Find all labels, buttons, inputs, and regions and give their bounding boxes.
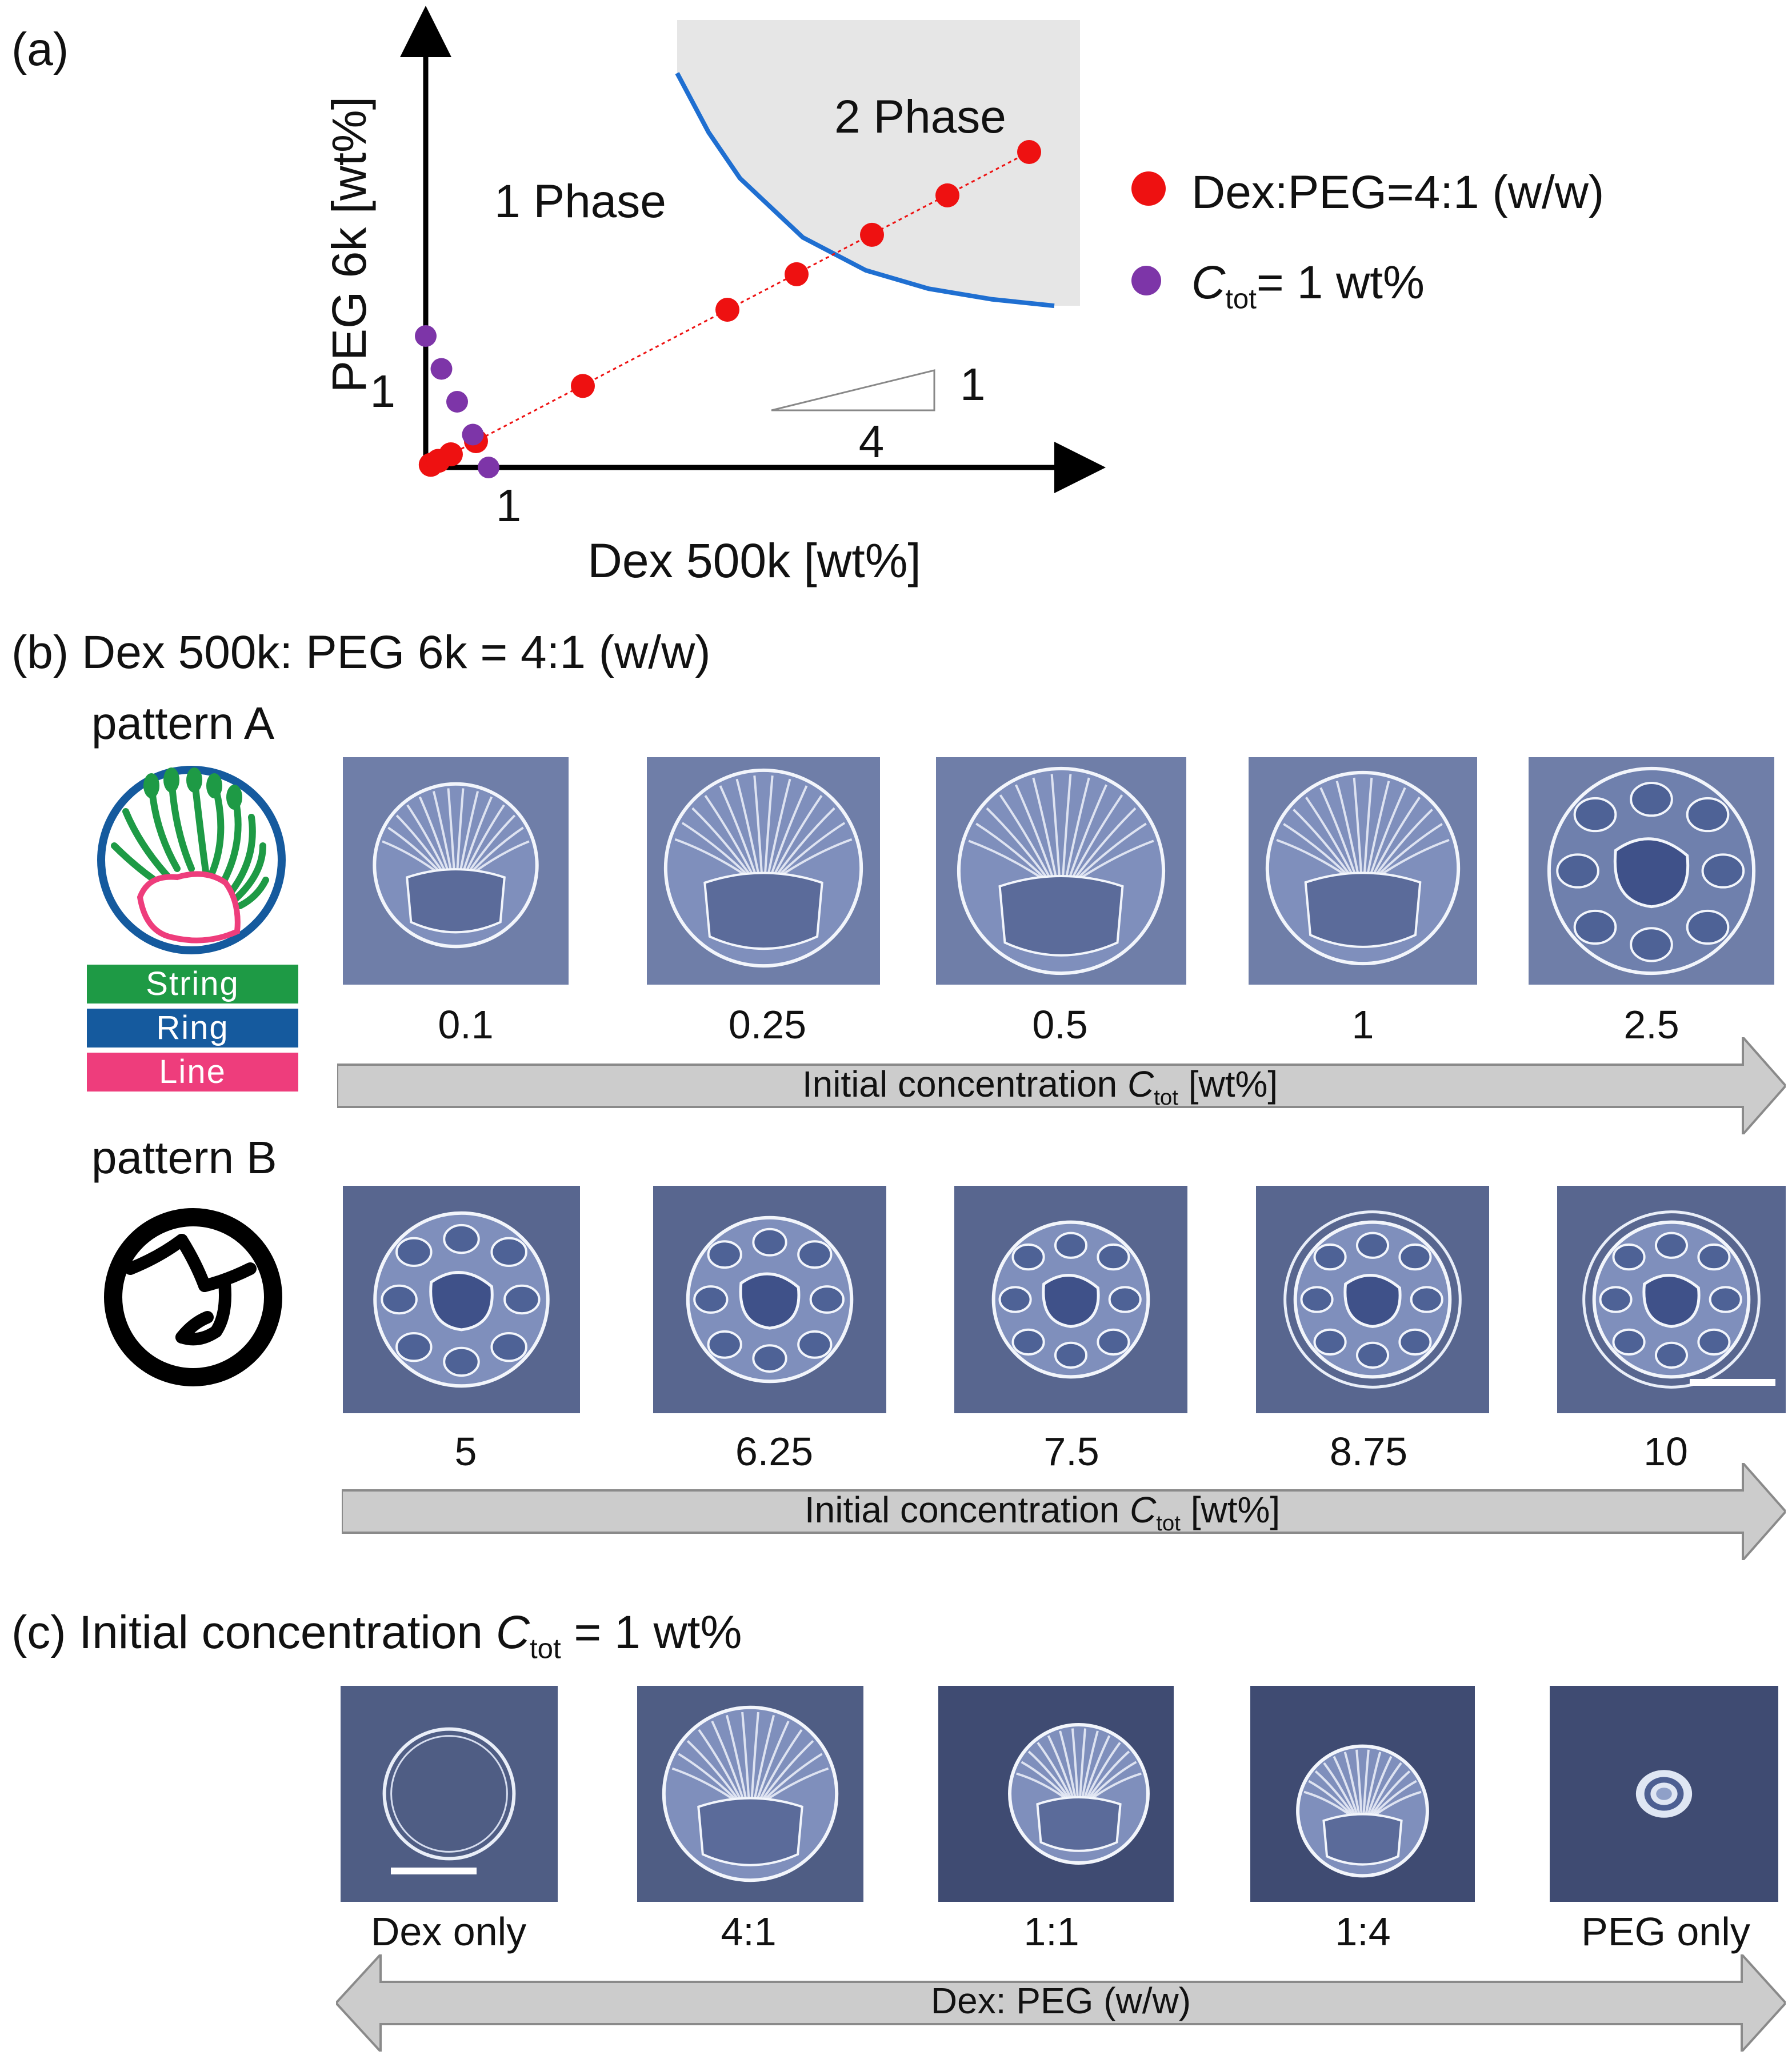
- x-tick-1: 1: [496, 480, 522, 531]
- pattern-a-schematic: [97, 766, 286, 954]
- legend-label-ctot: Ctot= 1 wt%: [1191, 257, 1425, 315]
- data-point: [415, 325, 437, 347]
- panel-a-label: (a): [11, 23, 69, 75]
- slope-rise-label: 1: [960, 359, 986, 410]
- data-point: [935, 183, 959, 207]
- caption-c-4: 1:4: [1335, 1909, 1391, 1954]
- data-point: [462, 423, 484, 446]
- panel-b-label: (b) Dex 500k: PEG 6k = 4:1 (w/w): [11, 626, 711, 678]
- data-point: [478, 457, 499, 478]
- data-point: [446, 391, 468, 413]
- legend-line: Line: [87, 1053, 298, 1092]
- caption-c-5: PEG only: [1581, 1909, 1750, 1954]
- two-phase-label: 2 Phase: [834, 91, 1006, 143]
- legend-marker-red: [1131, 171, 1166, 206]
- caption-c-3: 1:1: [1023, 1909, 1079, 1954]
- caption-c-2: 4:1: [721, 1909, 777, 1954]
- panel-c-label: (c) Initial concentration Ctot = 1 wt%: [11, 1606, 742, 1665]
- caption-a-1: 0.1: [438, 1002, 494, 1047]
- data-point: [571, 374, 595, 398]
- legend-label-dexpeg: Dex:PEG=4:1 (w/w): [1191, 166, 1605, 218]
- photo-b-3: [954, 1186, 1187, 1413]
- photo-a-3: [936, 757, 1186, 985]
- caption-a-2: 0.25: [728, 1002, 807, 1047]
- photo-b-1: [343, 1186, 580, 1413]
- pattern-b-schematic: [104, 1208, 282, 1386]
- photo-b-4: [1256, 1186, 1489, 1413]
- caption-a-3: 0.5: [1032, 1002, 1088, 1047]
- caption-c-1: Dex only: [370, 1909, 527, 1954]
- photo-a-5: [1529, 757, 1774, 985]
- caption-b-2: 6.25: [735, 1429, 814, 1474]
- photo-b-2: [653, 1186, 886, 1413]
- data-point: [439, 442, 463, 466]
- legend-marker-purple: [1131, 266, 1161, 295]
- photo-c-2: [637, 1686, 863, 1902]
- legend-ring: Ring: [87, 1009, 298, 1048]
- one-phase-label: 1 Phase: [494, 175, 666, 227]
- y-tick-1: 1: [370, 366, 396, 417]
- data-point: [430, 358, 453, 380]
- photo-c-3: [938, 1686, 1174, 1902]
- x-axis-label: Dex 500k [wt%]: [587, 534, 921, 587]
- data-point: [860, 222, 884, 247]
- data-point: [715, 298, 739, 322]
- caption-a-5: 2.5: [1623, 1002, 1679, 1047]
- caption-b-5: 10: [1643, 1429, 1688, 1474]
- caption-b-1: 5: [454, 1429, 477, 1474]
- ratio-double-arrow: [336, 1954, 1786, 2052]
- slope-run-label: 4: [859, 416, 885, 467]
- data-point: [785, 262, 809, 286]
- pattern-b-title: pattern B: [91, 1132, 277, 1183]
- photo-a-2: [647, 757, 880, 985]
- pattern-a-title: pattern A: [91, 698, 275, 749]
- legend-string: String: [87, 965, 298, 1003]
- concentration-arrow-b: [342, 1463, 1786, 1560]
- slope-triangle: [771, 369, 935, 411]
- photo-c-4: [1250, 1686, 1475, 1902]
- y-axis-label: PEG 6k [wt%]: [322, 97, 376, 393]
- arrow-b-label: Initial concentration Ctot [wt%]: [804, 1489, 1281, 1536]
- caption-a-4: 1: [1351, 1002, 1374, 1047]
- two-phase-region: [677, 20, 1080, 306]
- photo-a-4: [1249, 757, 1477, 985]
- data-point: [1017, 140, 1041, 164]
- phase-diagram-chart: 1 4 1 Phase 2 Phase 1 1 Dex 500k [wt%] PEG 6k […: [322, 6, 1106, 587]
- photo-c-5: [1550, 1686, 1778, 1902]
- arrow-a-label: Initial concentration Ctot [wt%]: [802, 1064, 1278, 1110]
- concentration-arrow-a: [337, 1037, 1786, 1134]
- caption-b-3: 7.5: [1043, 1429, 1099, 1474]
- photo-c-1: [341, 1686, 558, 1902]
- photo-a-1: [343, 757, 569, 985]
- photo-b-5: [1557, 1186, 1786, 1413]
- ratio-arrow-label: Dex: PEG (w/w): [930, 1980, 1191, 2021]
- caption-b-4: 8.75: [1329, 1429, 1408, 1474]
